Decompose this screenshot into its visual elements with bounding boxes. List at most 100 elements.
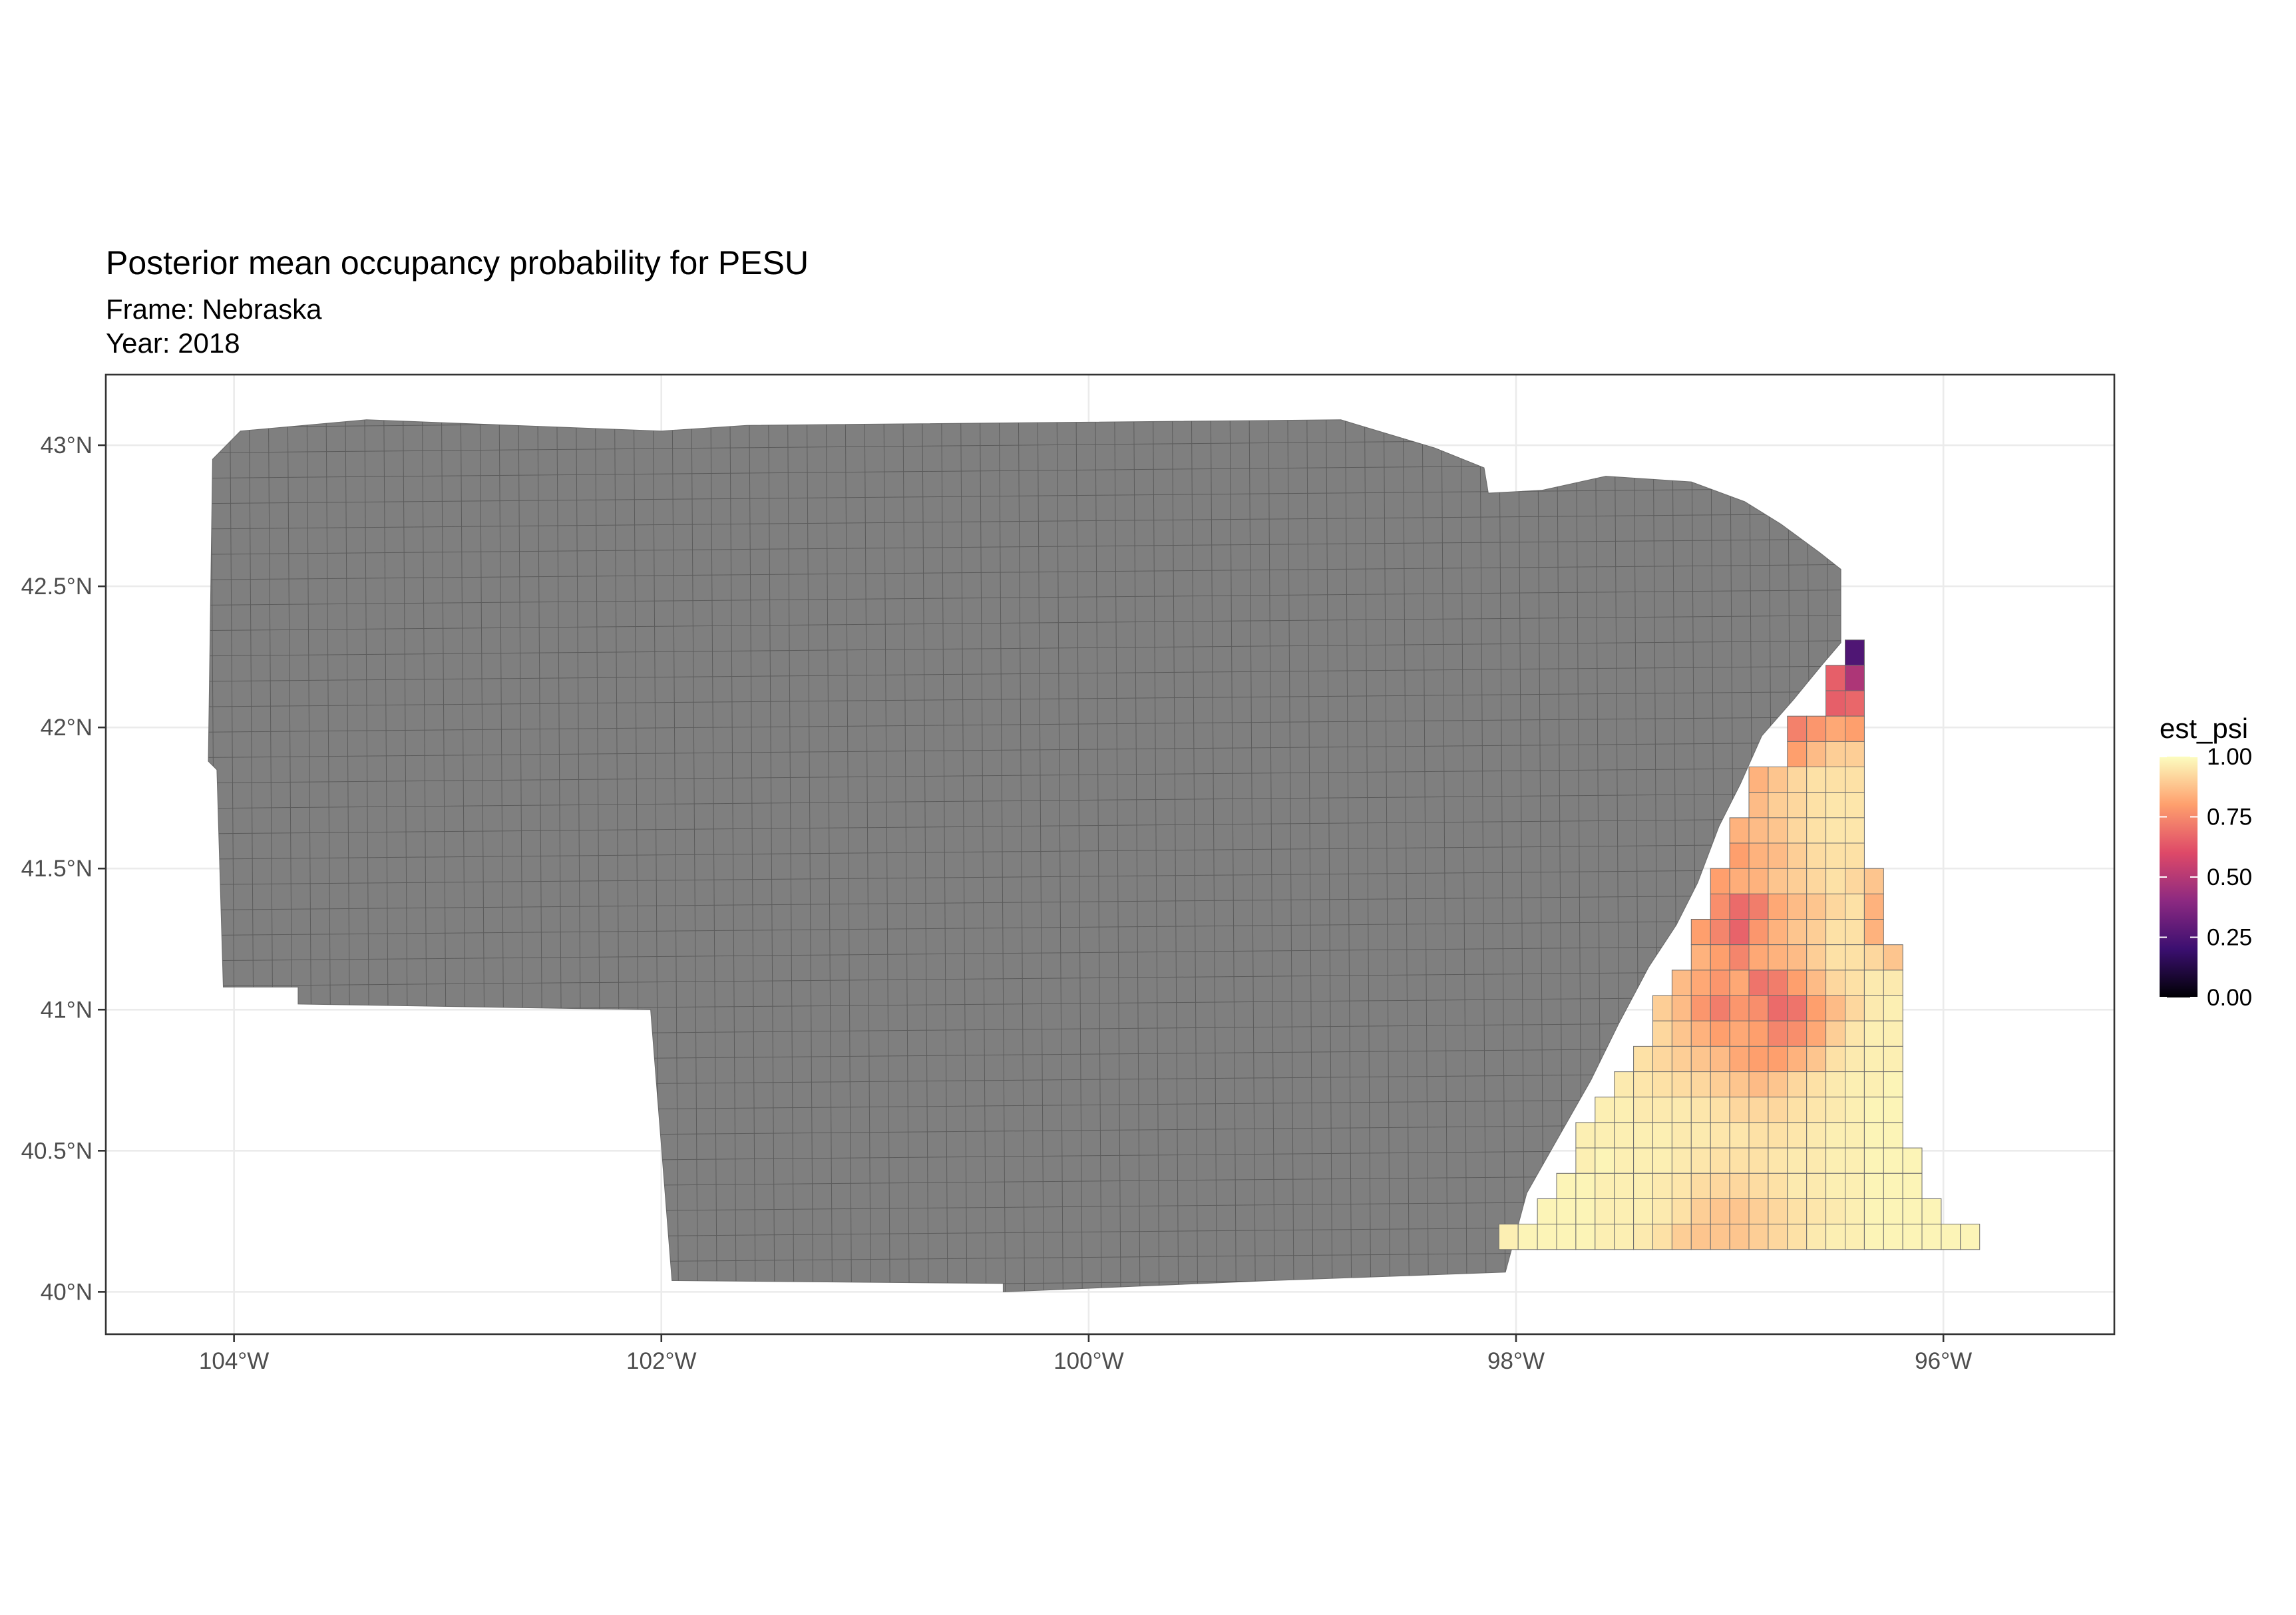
region-cell-line bbox=[208, 688, 1841, 708]
occupancy-cell bbox=[1652, 1198, 1672, 1225]
region-cell-line bbox=[767, 419, 775, 1292]
occupancy-cell bbox=[1614, 1172, 1634, 1200]
occupancy-cell bbox=[1595, 1224, 1615, 1250]
region-cell-line bbox=[208, 419, 1841, 429]
occupancy-cell bbox=[1748, 1097, 1769, 1123]
occupancy-cell bbox=[1671, 1071, 1692, 1098]
occupancy-cell bbox=[1633, 1147, 1654, 1174]
occupancy-cell bbox=[1614, 1198, 1634, 1225]
region-cell-line bbox=[671, 419, 679, 1292]
occupancy-cell bbox=[1595, 1198, 1615, 1225]
occupancy-cell bbox=[1690, 944, 1711, 971]
occupancy-cell bbox=[1806, 893, 1827, 920]
region-cell-line bbox=[902, 419, 910, 1292]
occupancy-cell bbox=[1652, 1071, 1672, 1098]
occupancy-cell bbox=[1825, 868, 1846, 894]
occupancy-cell bbox=[1806, 1147, 1827, 1174]
region-cell-line bbox=[1383, 419, 1391, 1292]
occupancy-cell bbox=[1768, 1122, 1788, 1149]
occupancy-cell bbox=[1690, 1071, 1711, 1098]
occupancy-cell bbox=[1652, 995, 1672, 1021]
y-tick-label: 42.5°N bbox=[21, 574, 93, 600]
occupancy-cell bbox=[1575, 1122, 1596, 1149]
occupancy-cell bbox=[1845, 767, 1865, 793]
occupancy-cell bbox=[1863, 970, 1884, 996]
occupancy-cell bbox=[1671, 1224, 1692, 1250]
occupancy-cell bbox=[1537, 1224, 1557, 1250]
occupancy-cell bbox=[1652, 1097, 1672, 1123]
occupancy-cell bbox=[1787, 1147, 1808, 1174]
occupancy-cell bbox=[1748, 842, 1769, 869]
region-cell-line bbox=[1268, 419, 1276, 1292]
occupancy-cell bbox=[1633, 1045, 1654, 1073]
occupancy-cell bbox=[1768, 893, 1788, 920]
y-tick-label: 40.5°N bbox=[21, 1138, 93, 1164]
region-cell-line bbox=[883, 419, 891, 1292]
occupancy-cell bbox=[1729, 817, 1750, 844]
occupancy-cell bbox=[1498, 1224, 1519, 1250]
occupancy-cell bbox=[1863, 1097, 1884, 1123]
occupancy-cell bbox=[1863, 868, 1884, 894]
occupancy-cell bbox=[1941, 1224, 1961, 1250]
legend-tick-label: 1.00 bbox=[2207, 744, 2252, 770]
occupancy-cell bbox=[1710, 944, 1730, 971]
region-cell-line bbox=[806, 419, 814, 1292]
occupancy-cell bbox=[1748, 767, 1769, 793]
occupancy-cell bbox=[1614, 1097, 1634, 1123]
occupancy-cell bbox=[1768, 842, 1788, 869]
legend-title: est_psi bbox=[2160, 713, 2248, 744]
occupancy-cell bbox=[1902, 1172, 1923, 1200]
occupancy-cell bbox=[1883, 1198, 1903, 1225]
occupancy-cell bbox=[1633, 1122, 1654, 1149]
occupancy-cell bbox=[1883, 1097, 1903, 1123]
occupancy-cell bbox=[1748, 1071, 1769, 1098]
occupancy-cell bbox=[1806, 1045, 1827, 1073]
occupancy-cell bbox=[1825, 1224, 1846, 1250]
occupancy-cell bbox=[1787, 1097, 1808, 1123]
occupancy-cell bbox=[1748, 1172, 1769, 1200]
occupancy-cell bbox=[1902, 1198, 1923, 1225]
occupancy-cell bbox=[1710, 970, 1730, 996]
occupancy-cell bbox=[1710, 1122, 1730, 1149]
occupancy-cell bbox=[1863, 919, 1884, 946]
region-cell-line bbox=[998, 419, 1006, 1292]
region-cell-line bbox=[1229, 419, 1237, 1292]
y-tick-label: 41°N bbox=[41, 997, 93, 1023]
occupancy-cell bbox=[1787, 1071, 1808, 1098]
x-tick-label: 100°W bbox=[1053, 1348, 1123, 1374]
occupancy-cell bbox=[1883, 944, 1903, 971]
occupancy-cell bbox=[1787, 1172, 1808, 1200]
occupancy-cell bbox=[1825, 1045, 1846, 1073]
region-cell-line bbox=[1113, 419, 1121, 1292]
occupancy-cell bbox=[1748, 944, 1769, 971]
occupancy-cell bbox=[1729, 1097, 1750, 1123]
occupancy-cell bbox=[1787, 817, 1808, 844]
occupancy-cell bbox=[1883, 995, 1903, 1021]
occupancy-cell bbox=[1845, 1071, 1865, 1098]
occupancy-cell bbox=[1787, 919, 1808, 946]
occupancy-cell bbox=[1845, 665, 1865, 691]
occupancy-cell bbox=[1748, 817, 1769, 844]
occupancy-cell bbox=[1845, 944, 1865, 971]
occupancy-cell bbox=[1768, 1224, 1788, 1250]
occupancy-cell bbox=[1806, 1172, 1827, 1200]
chart-subtitle-frame: Frame: Nebraska bbox=[106, 293, 322, 325]
occupancy-cell bbox=[1729, 1122, 1750, 1149]
occupancy-cell bbox=[1787, 970, 1808, 996]
occupancy-cell bbox=[1825, 1198, 1846, 1225]
occupancy-cell bbox=[1614, 1071, 1634, 1098]
occupancy-cell bbox=[1768, 767, 1788, 793]
region-cell-line bbox=[1210, 419, 1218, 1292]
legend-tick-label: 0.25 bbox=[2207, 925, 2252, 951]
occupancy-cell bbox=[1960, 1224, 1981, 1250]
occupancy-cell bbox=[1787, 1224, 1808, 1250]
occupancy-cell bbox=[1825, 741, 1846, 768]
occupancy-cell bbox=[1671, 1020, 1692, 1047]
occupancy-cell bbox=[1729, 1224, 1750, 1250]
occupancy-cell bbox=[1806, 1020, 1827, 1047]
occupancy-cell bbox=[1787, 1020, 1808, 1047]
occupancy-cell bbox=[1825, 970, 1846, 996]
occupancy-cell bbox=[1845, 919, 1865, 946]
occupancy-cell bbox=[1595, 1097, 1615, 1123]
